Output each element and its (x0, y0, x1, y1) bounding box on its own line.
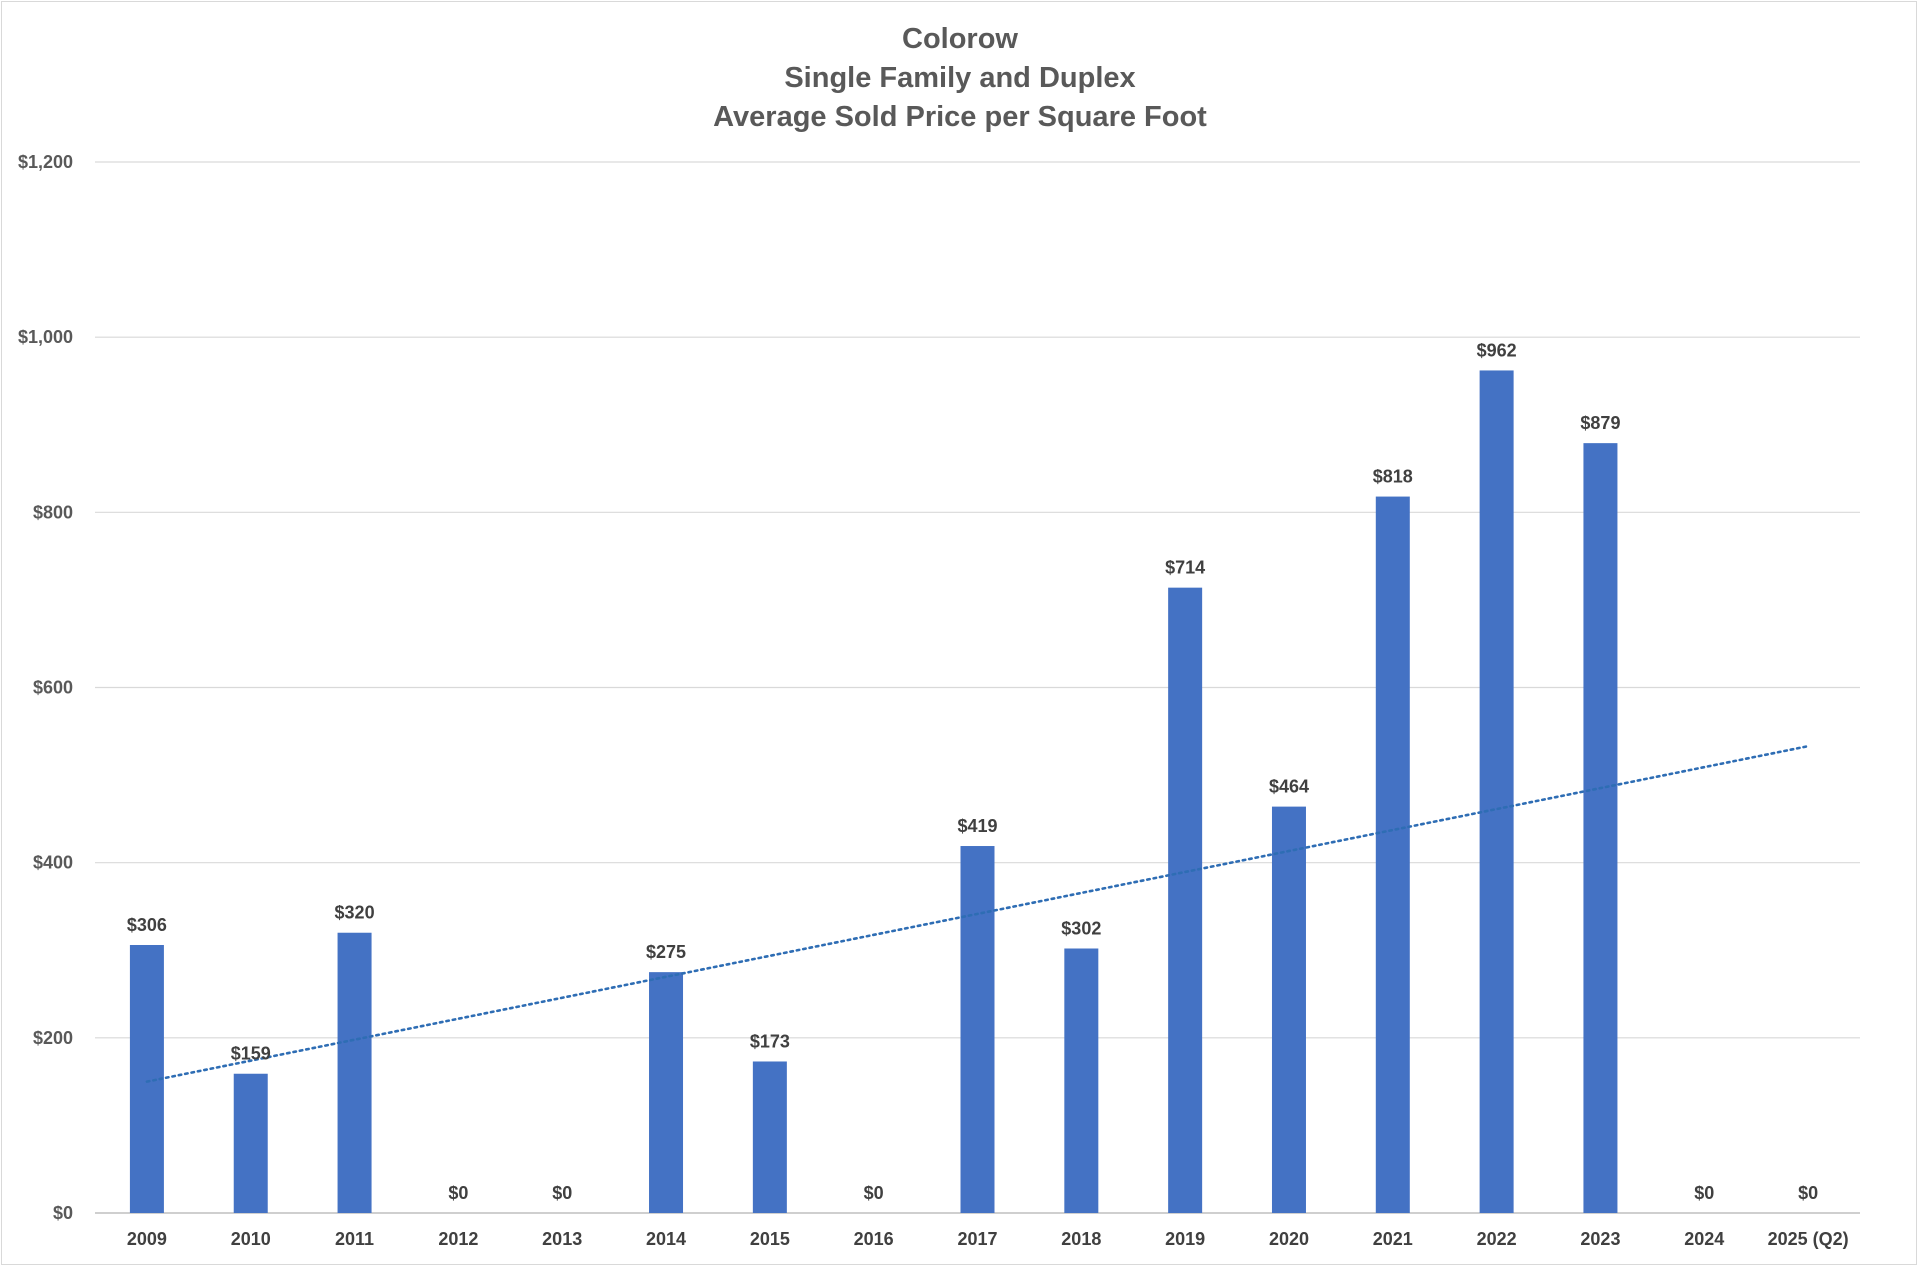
x-tick-label: 2018 (1061, 1229, 1101, 1249)
bar-2018 (1064, 948, 1099, 1213)
y-tick-label: $400 (33, 853, 73, 873)
data-label: $0 (864, 1183, 884, 1203)
chart-title: Colorow Single Family and Duplex Average S… (713, 23, 1207, 133)
trendline-group (145, 744, 1810, 1083)
title-line-1: Colorow (902, 23, 1018, 55)
x-axis-ticks: 2009 2010 2011 2012 2013 2014 2015 2016 2017 2018… (127, 1229, 1849, 1249)
data-label: $818 (1373, 467, 1413, 487)
bar-2010 (233, 1073, 268, 1213)
y-tick-label: $600 (33, 678, 73, 698)
x-tick-label: 2011 (335, 1229, 374, 1249)
bar-2019 (1168, 587, 1203, 1213)
y-tick-label: $0 (53, 1203, 73, 1223)
data-label: $275 (646, 942, 686, 962)
bar-2022 (1479, 370, 1514, 1213)
y-tick-label: $800 (33, 502, 73, 522)
x-tick-label: 2023 (1580, 1229, 1620, 1249)
x-tick-label: 2024 (1684, 1229, 1724, 1249)
data-label: $159 (231, 1044, 271, 1064)
x-tick-label: 2014 (646, 1229, 686, 1249)
bar-2023 (1583, 443, 1618, 1214)
bar-2020 (1271, 806, 1306, 1213)
x-tick-label: 2012 (438, 1229, 478, 1249)
bar-2017 (960, 846, 995, 1213)
x-tick-label: 2016 (854, 1229, 894, 1249)
bars (129, 370, 1618, 1214)
y-tick-label: $1,200 (18, 152, 73, 172)
data-label: $173 (750, 1031, 790, 1051)
x-tick-label: 2025 (Q2) (1768, 1229, 1849, 1249)
data-labels: $306 $159 $320 $0 $0 $275 $173 $0 $419 $302 $714 $4… (127, 340, 1818, 1203)
x-tick-label: 2020 (1269, 1229, 1309, 1249)
x-tick-label: 2015 (750, 1229, 790, 1249)
x-tick-label: 2013 (542, 1229, 582, 1249)
y-tick-label: $200 (33, 1028, 73, 1048)
data-label: $0 (552, 1183, 572, 1203)
data-label: $302 (1061, 918, 1101, 938)
bar-2011 (337, 932, 372, 1213)
data-label: $962 (1477, 340, 1517, 360)
x-tick-label: 2022 (1477, 1229, 1517, 1249)
x-tick-label: 2017 (957, 1229, 997, 1249)
data-label: $0 (448, 1183, 468, 1203)
x-tick-label: 2021 (1373, 1229, 1413, 1249)
gridlines (95, 161, 1860, 1214)
x-tick-label: 2010 (231, 1229, 271, 1249)
data-label: $419 (957, 816, 997, 836)
bar-2015 (752, 1061, 787, 1213)
y-tick-label: $1,000 (18, 327, 73, 347)
data-label: $320 (335, 903, 375, 923)
x-tick-label: 2009 (127, 1229, 167, 1249)
bar-2009 (129, 944, 164, 1213)
y-axis-ticks: $0 $200 $400 $600 $800 $1,000 $1,200 (18, 152, 73, 1223)
title-line-3: Average Sold Price per Square Foot (713, 101, 1207, 133)
data-label: $0 (1694, 1183, 1714, 1203)
title-line-2: Single Family and Duplex (784, 62, 1135, 94)
x-tick-label: 2019 (1165, 1229, 1205, 1249)
data-label: $879 (1580, 413, 1620, 433)
data-label: $0 (1798, 1183, 1818, 1203)
trendline (145, 744, 1810, 1083)
bar-2021 (1375, 496, 1410, 1213)
data-label: $306 (127, 915, 167, 935)
data-label: $464 (1269, 777, 1309, 797)
bar-2014 (649, 972, 684, 1213)
data-label: $714 (1165, 558, 1205, 578)
